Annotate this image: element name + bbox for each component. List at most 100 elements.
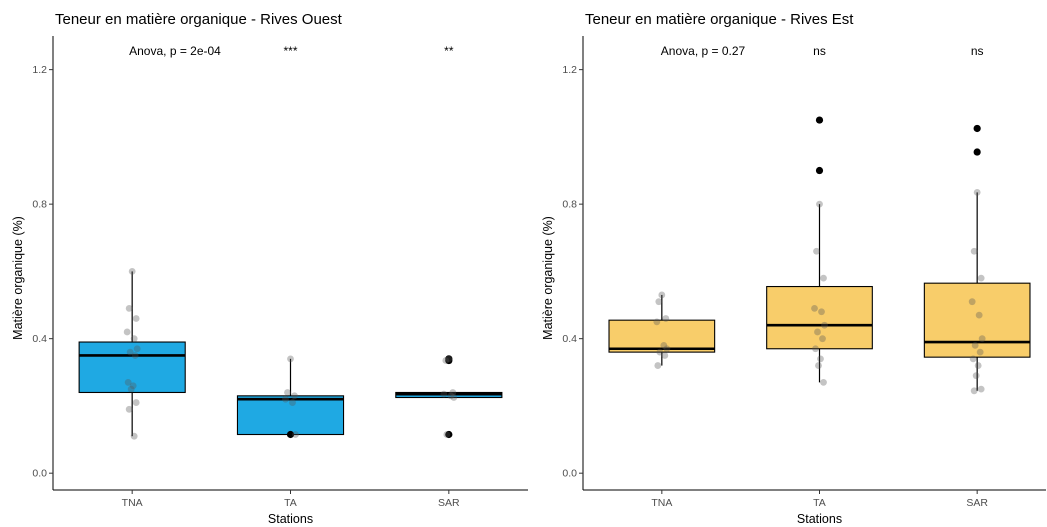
data-point	[970, 247, 978, 255]
outlier-point	[973, 148, 981, 156]
data-point	[977, 274, 985, 282]
signif-label: ns	[971, 44, 984, 58]
data-point	[977, 385, 985, 393]
outlier-point	[973, 124, 981, 133]
chart-title: Teneur en matière organique - Rives Oues…	[55, 11, 343, 28]
plot-area: 0.0 0.4 0.8 1.2 TNA TA ns SAR ns	[562, 36, 1046, 509]
data-point	[814, 328, 821, 336]
data-point	[660, 341, 668, 349]
data-point	[662, 315, 670, 322]
data-point	[450, 394, 458, 401]
data-point	[969, 355, 977, 363]
y-axis-title: Matière organique (%)	[541, 216, 555, 340]
outlier-point	[445, 430, 453, 439]
data-point	[655, 298, 663, 306]
data-point	[442, 357, 450, 364]
data-point	[656, 348, 664, 356]
data-point	[125, 405, 133, 413]
data-point	[447, 392, 455, 400]
data-point	[130, 432, 138, 440]
data-point	[132, 399, 140, 406]
data-point	[978, 335, 986, 343]
data-point	[131, 352, 139, 359]
anova-label: Anova, p = 0.27	[661, 44, 746, 58]
outlier-point	[445, 355, 453, 363]
data-point	[661, 352, 669, 359]
data-point	[126, 348, 134, 356]
data-point	[653, 318, 661, 326]
data-point	[820, 378, 827, 386]
y-tick-label: 0.8	[562, 199, 577, 211]
y-tick-label: 0.0	[32, 468, 47, 480]
data-point	[658, 291, 666, 299]
signif-label: **	[444, 44, 454, 58]
data-point	[440, 390, 448, 398]
data-point	[818, 308, 825, 316]
data-point	[812, 345, 819, 353]
data-point	[811, 305, 818, 312]
signif-label: ***	[283, 44, 297, 58]
x-tick-label-sar: SAR	[966, 497, 988, 509]
data-point	[819, 335, 826, 343]
x-tick-label-tna: TNA	[651, 497, 672, 509]
data-point	[292, 431, 299, 438]
data-point	[443, 431, 451, 438]
data-point	[130, 335, 138, 343]
y-axis-title: Matière organique (%)	[11, 216, 25, 340]
data-point	[124, 378, 132, 386]
box-sar	[923, 282, 1031, 358]
data-point	[820, 274, 827, 282]
data-point	[972, 372, 980, 380]
data-point	[123, 328, 131, 336]
y-tick-label: 0.4	[32, 333, 47, 345]
box-tna	[78, 341, 186, 394]
data-point	[663, 345, 671, 353]
data-point	[976, 348, 984, 356]
box-tna	[608, 319, 716, 353]
x-tick-label-ta: TA	[813, 497, 826, 509]
data-point	[970, 387, 978, 395]
y-tick-label: 0.4	[562, 333, 577, 345]
data-point	[974, 362, 982, 369]
data-point	[127, 385, 135, 393]
x-axis-title: Stations	[797, 512, 842, 526]
data-point	[816, 200, 823, 208]
data-point	[129, 382, 137, 390]
signif-label: ns	[813, 44, 826, 58]
x-tick-label-ta: TA	[284, 497, 297, 509]
data-point	[125, 305, 133, 312]
box-ta	[236, 395, 345, 436]
data-point	[133, 345, 141, 353]
data-point	[282, 395, 289, 403]
data-point	[973, 188, 981, 196]
anova-label: Anova, p = 2e-04	[129, 44, 221, 58]
data-point	[132, 315, 140, 322]
data-point	[445, 355, 453, 363]
outlier-point	[815, 166, 824, 175]
y-tick-label: 0.8	[32, 199, 47, 211]
box-ta	[766, 285, 873, 350]
data-point	[291, 392, 298, 400]
data-point	[284, 389, 291, 396]
data-point	[975, 311, 983, 319]
data-point	[449, 389, 457, 396]
data-point	[287, 355, 294, 363]
outlier-point	[815, 116, 824, 124]
x-tick-label-sar: SAR	[438, 497, 460, 509]
data-point	[968, 298, 976, 306]
data-point	[289, 399, 296, 406]
data-point	[654, 362, 662, 369]
data-point	[971, 341, 979, 349]
panel-rives-est: Teneur en matière organique - Rives Est …	[541, 11, 1046, 526]
y-tick-label: 1.2	[562, 64, 577, 76]
panel-rives-ouest: Teneur en matière organique - Rives Oues…	[11, 11, 528, 526]
data-point	[813, 247, 820, 255]
y-tick-label: 1.2	[32, 64, 47, 76]
x-axis-title: Stations	[268, 512, 313, 526]
chart-title: Teneur en matière organique - Rives Est	[585, 11, 854, 28]
data-point	[128, 268, 136, 275]
data-point	[821, 321, 828, 329]
data-point	[817, 355, 824, 363]
data-point	[815, 362, 822, 369]
